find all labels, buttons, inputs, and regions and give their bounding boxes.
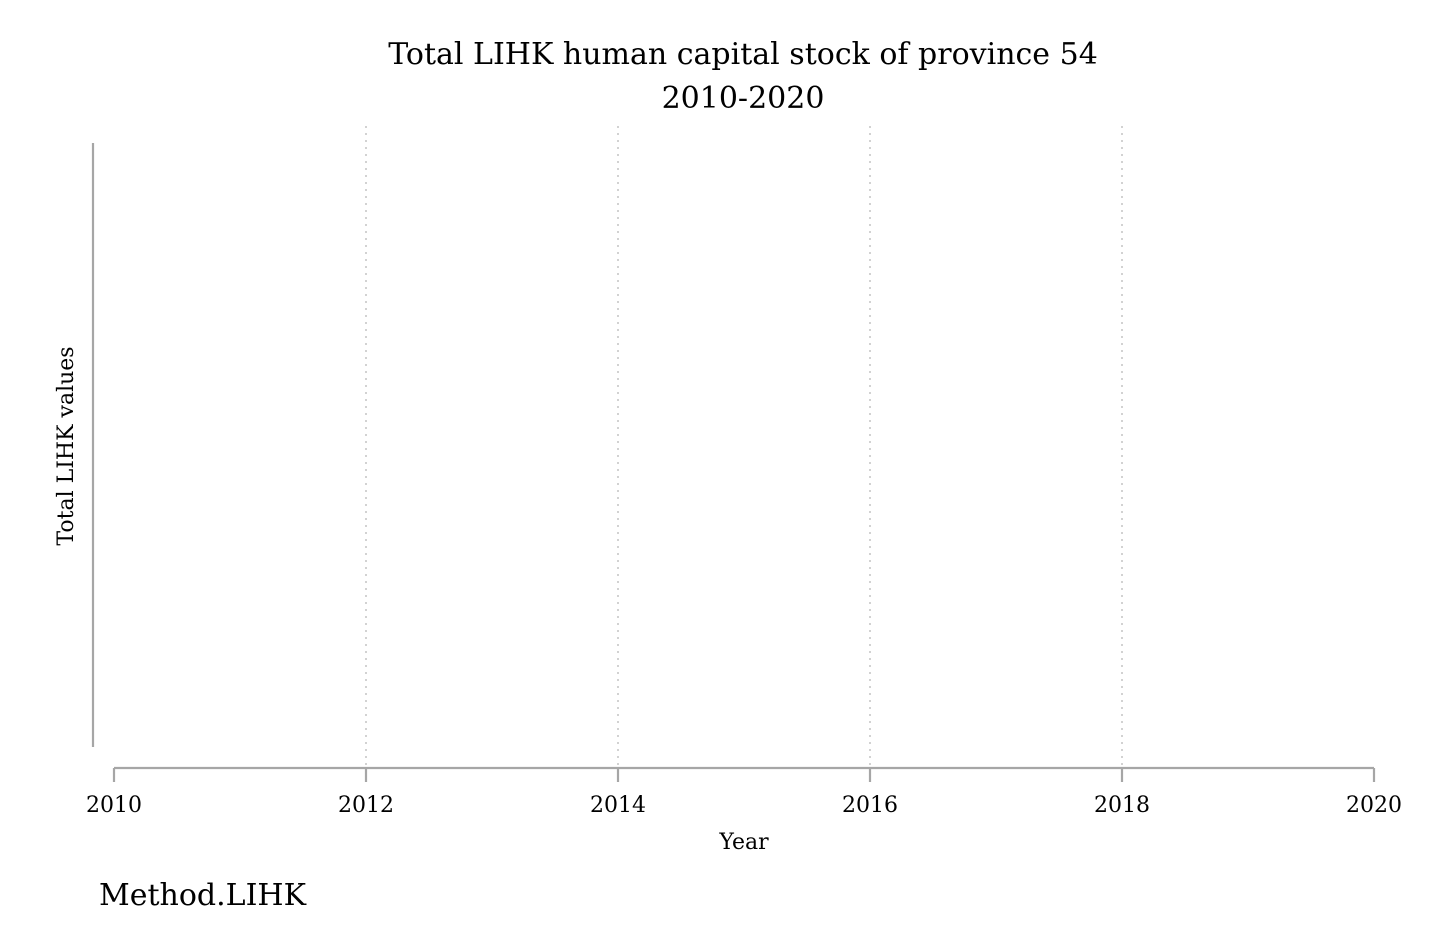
x-tick-label: 2012	[338, 793, 394, 818]
x-axis: 2010 2012 2014 2016 2018 2020	[86, 766, 1402, 818]
x-gridlines	[365, 126, 1123, 768]
x-axis-title: Year	[718, 830, 769, 855]
x-tick-label: 2010	[86, 793, 142, 818]
method-caption: Method.LIHK	[99, 878, 307, 913]
chart-subtitle: 2010-2020	[662, 81, 825, 116]
chart-title: Total LIHK human capital stock of provin…	[388, 37, 1098, 72]
y-axis-title: Total LIHK values	[54, 346, 79, 545]
x-tick-label: 2014	[590, 793, 646, 818]
x-tick-label: 2016	[842, 793, 898, 818]
x-tick-label: 2020	[1346, 793, 1402, 818]
x-tick-label: 2018	[1094, 793, 1150, 818]
